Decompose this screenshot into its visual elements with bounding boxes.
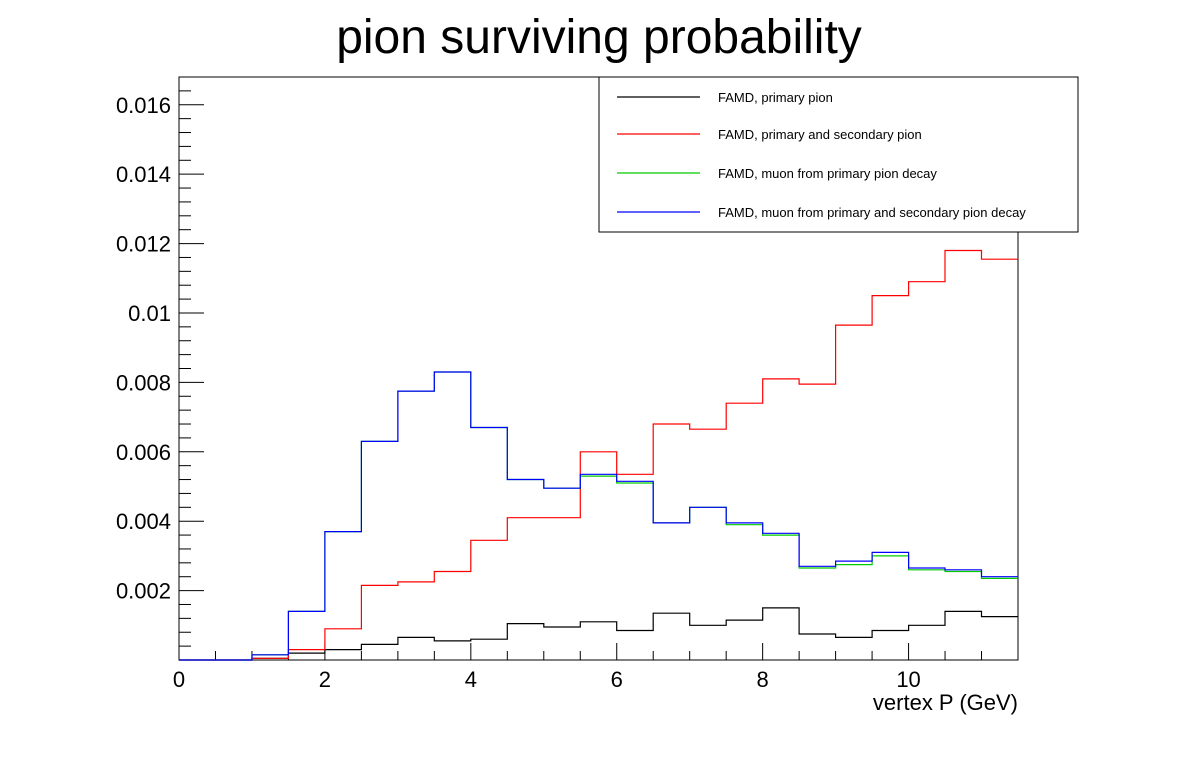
series-1	[179, 607, 1018, 661]
y-tick-label: 0.006	[116, 440, 171, 465]
y-tick-label: 0.01	[128, 301, 171, 326]
series-2	[179, 249, 1018, 661]
y-tick-label: 0.014	[116, 162, 171, 187]
x-tick-label: 10	[896, 667, 920, 692]
series-3-line	[179, 371, 1018, 661]
x-axis-ticks: 0 2 4 6 8 10	[173, 643, 1019, 692]
x-tick-label: 4	[465, 667, 477, 692]
series-4-line	[179, 371, 1018, 661]
x-tick-label: 0	[173, 667, 185, 692]
y-axis-ticks: 0.002 0.004 0.006 0.008 0.01 0.012 0.014 0.016	[116, 76, 204, 647]
x-tick-label: 6	[611, 667, 623, 692]
chart-title: pion surviving probability	[336, 11, 862, 64]
y-tick-label: 0.004	[116, 509, 171, 534]
series-1-line	[179, 607, 1018, 661]
x-axis-label: vertex P (GeV)	[873, 690, 1018, 715]
series-4	[179, 371, 1018, 661]
series-layer	[179, 249, 1018, 661]
legend-box	[598, 76, 1079, 233]
y-tick-label: 0.002	[116, 579, 171, 604]
legend: FAMD, primary pion FAMD, primary and seco…	[598, 76, 1079, 233]
legend-entries: FAMD, primary pion FAMD, primary and seco…	[617, 90, 1026, 220]
y-tick-label: 0.016	[116, 93, 171, 118]
y-tick-label: 0.008	[116, 370, 171, 395]
legend-label: FAMD, muon from primary pion decay	[718, 166, 937, 181]
series-2-line	[179, 249, 1018, 661]
x-tick-label: 8	[757, 667, 769, 692]
legend-label: FAMD, primary and secondary pion	[718, 127, 922, 142]
series-3	[179, 371, 1018, 661]
x-tick-label: 2	[319, 667, 331, 692]
legend-label: FAMD, muon from primary and secondary pi…	[718, 205, 1026, 220]
y-tick-label: 0.012	[116, 232, 171, 257]
legend-label: FAMD, primary pion	[718, 90, 833, 105]
